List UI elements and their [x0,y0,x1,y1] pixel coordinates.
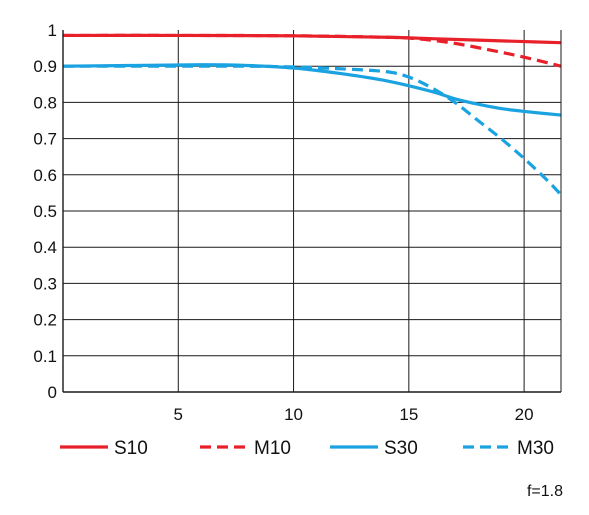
x-tick-label: 20 [515,405,534,424]
series-line-s30 [62,63,562,117]
x-tick-label: 15 [399,405,418,424]
y-tick-label: 0.7 [33,130,57,149]
series-line-s10 [62,33,562,45]
series-line-m30 [63,64,563,196]
aperture-annotation: f=1.8 [527,483,563,500]
y-tick-label: 0.8 [33,93,57,112]
x-tick-label: 5 [174,405,183,424]
legend-label-m10: M10 [254,438,291,459]
grid [63,30,561,392]
y-tick-label: 0.9 [33,57,57,76]
y-tick-label: 0.2 [33,311,57,330]
legend: S10 M10 S30 M30 [60,438,554,459]
y-tick-label: 0.6 [33,166,57,185]
y-tick-label: 0.1 [33,347,57,366]
legend-label-m30: M30 [517,438,554,459]
series-lines [62,33,563,196]
x-tick-label: 10 [284,405,303,424]
y-axis-ticks: 0 0.1 0.2 0.3 0.4 0.5 0.6 0.7 0.8 0.9 1 [33,21,57,402]
x-axis-ticks: 5 10 15 20 [174,405,534,424]
y-tick-label: 0.5 [33,202,57,221]
legend-label-s10: S10 [114,438,148,459]
plot-frame [62,30,562,393]
y-tick-label: 0.4 [33,238,57,257]
y-tick-label: 0 [48,383,57,402]
legend-label-s30: S30 [384,438,418,459]
y-tick-label: 1 [48,21,57,40]
y-tick-label: 0.3 [33,274,57,293]
